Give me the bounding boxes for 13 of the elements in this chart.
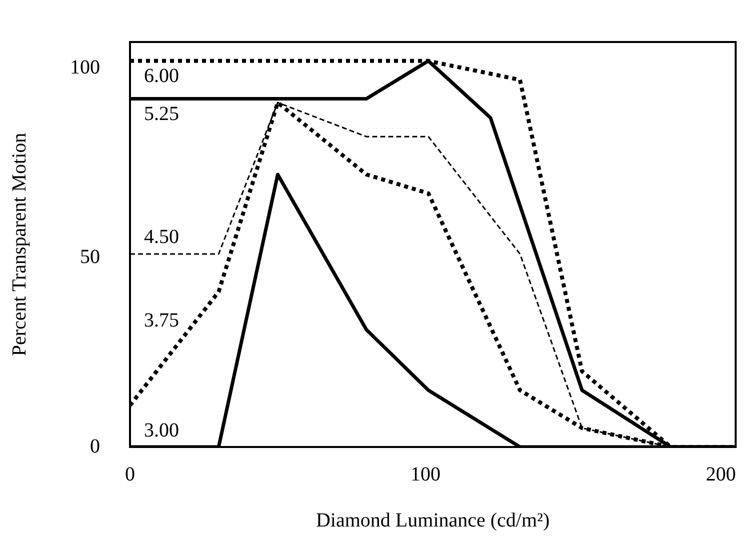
y-tick-label: 50 <box>80 246 100 268</box>
x-tick-label: 0 <box>125 463 135 486</box>
y-tick-label: 100 <box>70 56 100 79</box>
series-label: 5.25 <box>144 103 179 126</box>
series-label: 6.00 <box>144 65 179 88</box>
x-tick-label: 100 <box>410 463 440 486</box>
x-axis-title: Diamond Luminance (cd/m²) <box>316 509 550 532</box>
series-label: 4.50 <box>144 226 179 248</box>
y-axis-title: Percent Transparent Motion <box>8 132 30 356</box>
y-tick-label: 0 <box>90 435 100 458</box>
series-label: 3.00 <box>144 419 179 442</box>
series-label: 3.75 <box>144 310 179 332</box>
x-tick-label: 200 <box>706 463 736 486</box>
